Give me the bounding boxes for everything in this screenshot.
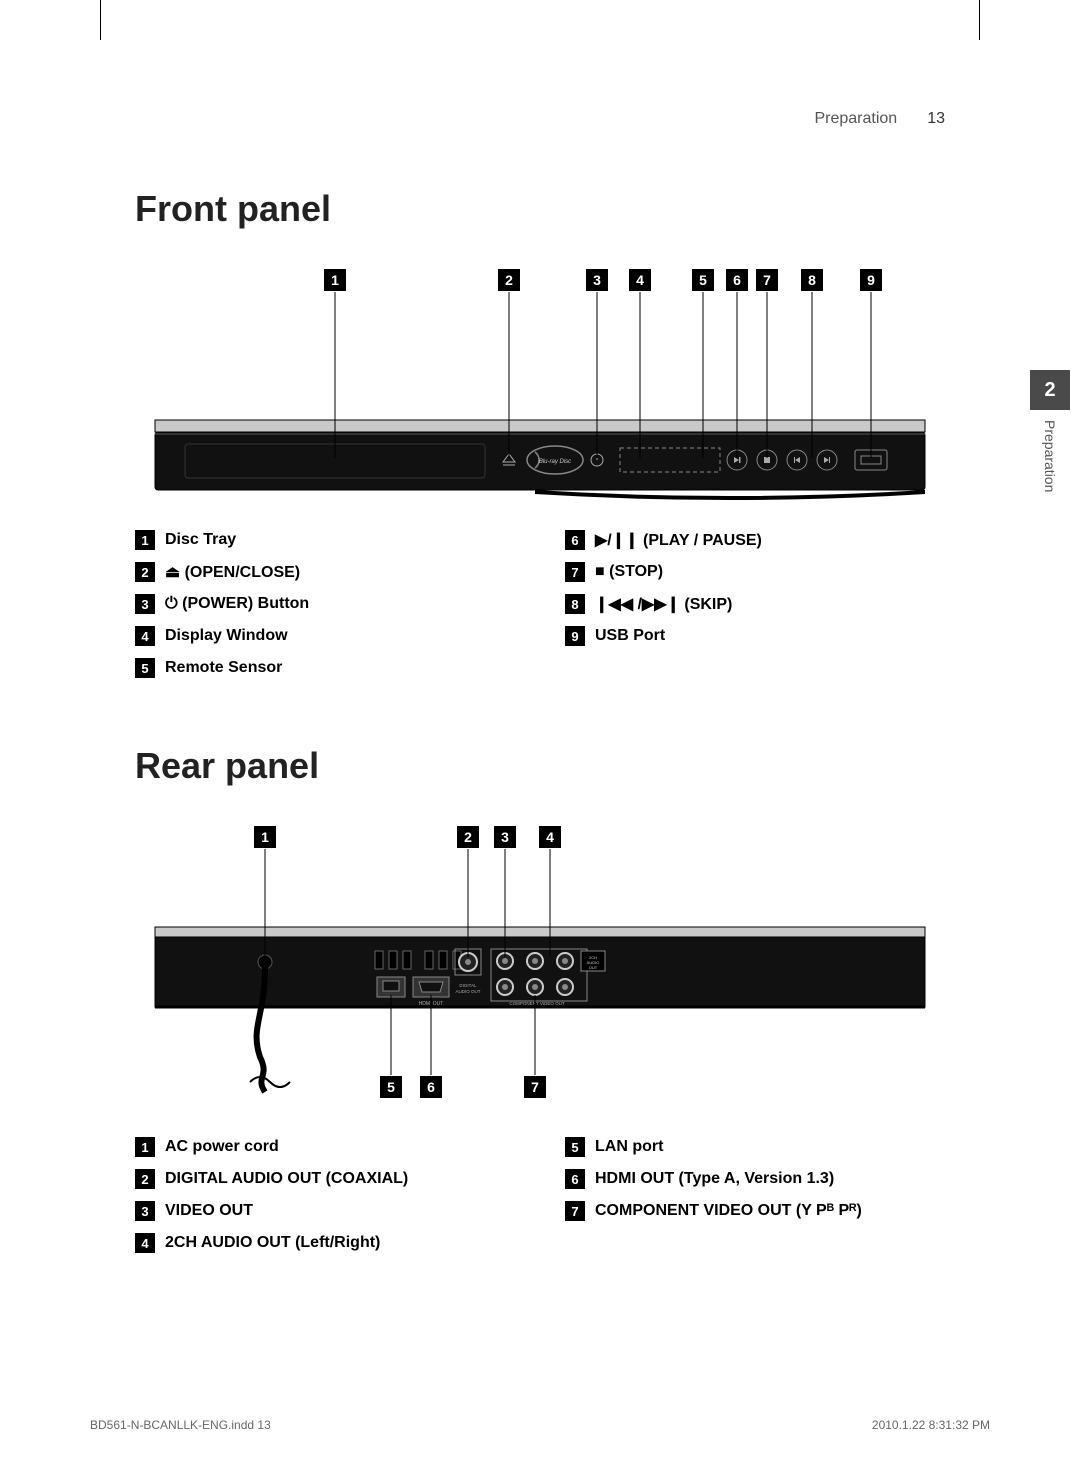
legend-label: Remote Sensor (165, 659, 282, 677)
legend-number-badge: 6 (565, 1169, 585, 1189)
legend-number-badge: 4 (135, 626, 155, 646)
legend-number-badge: 1 (135, 1137, 155, 1157)
rear-legend-right: 5 LAN port 6 HDMI OUT (Type A, Version 1.3)… (565, 1137, 945, 1265)
legend-item: 1 Disc Tray (135, 530, 515, 550)
legend-number-badge: 7 (565, 1201, 585, 1221)
legend-item: 8 ❙◀◀ /▶▶❙ (SKIP) (565, 594, 945, 614)
legend-label: ■ (STOP) (595, 563, 663, 581)
legend-number-badge: 5 (565, 1137, 585, 1157)
legend-label: ⏏ (OPEN/CLOSE) (165, 562, 300, 582)
legend-item: 5 Remote Sensor (135, 658, 515, 678)
page-number: 13 (927, 110, 945, 128)
rear-panel-diagram: HDMI OUTDIGITALAUDIO OUTCOMPONENT VIDEO … (135, 817, 945, 1117)
svg-text:1: 1 (261, 829, 269, 845)
svg-text:Blu-ray Disc: Blu-ray Disc (539, 459, 571, 465)
section-name: Preparation (814, 110, 897, 128)
legend-number-badge: 5 (135, 658, 155, 678)
front-panel-diagram: Blu-ray Disc 1 2 3 4 5 6 7 8 9 (135, 260, 945, 510)
front-legend-right: 6 ▶/❙❙ (PLAY / PAUSE) 7 ■ (STOP) 8 ❙◀◀ /▶▶❙ (… (565, 530, 945, 690)
legend-number-badge: 2 (135, 562, 155, 582)
legend-item: 3 VIDEO OUT (135, 1201, 515, 1221)
svg-text:2: 2 (464, 829, 472, 845)
legend-label: Disc Tray (165, 531, 236, 549)
legend-label: USB Port (595, 627, 665, 645)
front-panel-heading: Front panel (135, 188, 945, 230)
rear-panel-heading: Rear panel (135, 745, 945, 787)
svg-text:6: 6 (427, 1079, 435, 1095)
legend-item: 4 2CH AUDIO OUT (Left/Right) (135, 1233, 515, 1253)
side-tab: 2 Preparation (1020, 370, 1080, 492)
svg-text:4: 4 (636, 272, 644, 288)
legend-label: DIGITAL AUDIO OUT (COAXIAL) (165, 1170, 408, 1188)
legend-symbol-icon: ▶/❙❙ (595, 532, 643, 549)
front-legend: 1 Disc Tray 2 ⏏ (OPEN/CLOSE) 3 ⏻ (POWER) Butt… (135, 530, 945, 690)
legend-label: AC power cord (165, 1138, 279, 1156)
legend-number-badge: 3 (135, 594, 155, 614)
legend-symbol-icon: ■ (595, 563, 609, 580)
svg-text:OUT: OUT (589, 965, 598, 970)
legend-number-badge: 3 (135, 1201, 155, 1221)
svg-text:3: 3 (501, 829, 509, 845)
svg-text:2: 2 (505, 272, 513, 288)
tab-label: Preparation (1042, 420, 1058, 492)
legend-number-badge: 4 (135, 1233, 155, 1253)
footer: BD561-N-BCANLLK-ENG.indd 13 2010.1.22 8:… (90, 1418, 990, 1432)
legend-item: 1 AC power cord (135, 1137, 515, 1157)
legend-item: 9 USB Port (565, 626, 945, 646)
svg-text:5: 5 (699, 272, 707, 288)
legend-number-badge: 9 (565, 626, 585, 646)
rear-legend: 1 AC power cord 2 DIGITAL AUDIO OUT (COAXIA… (135, 1137, 945, 1265)
legend-label: LAN port (595, 1138, 663, 1156)
legend-label: ▶/❙❙ (PLAY / PAUSE) (595, 530, 762, 550)
legend-label: HDMI OUT (Type A, Version 1.3) (595, 1170, 834, 1188)
front-legend-left: 1 Disc Tray 2 ⏏ (OPEN/CLOSE) 3 ⏻ (POWER) Butt… (135, 530, 515, 690)
content-area: Preparation 13 2 Preparation Front panel… (135, 110, 945, 1402)
legend-number-badge: 2 (135, 1169, 155, 1189)
page-header: Preparation 13 (135, 110, 945, 128)
legend-item: 4 Display Window (135, 626, 515, 646)
legend-number-badge: 6 (565, 530, 585, 550)
legend-symbol-icon: ⏻ (165, 595, 182, 612)
legend-number-badge: 7 (565, 562, 585, 582)
legend-label: ⏻ (POWER) Button (165, 595, 309, 613)
svg-text:8: 8 (808, 272, 816, 288)
legend-label: COMPONENT VIDEO OUT (Y Pᴮ Pᴿ) (595, 1202, 862, 1220)
svg-text:3: 3 (593, 272, 601, 288)
legend-item: 7 COMPONENT VIDEO OUT (Y Pᴮ Pᴿ) (565, 1201, 945, 1221)
rear-legend-left: 1 AC power cord 2 DIGITAL AUDIO OUT (COAXIA… (135, 1137, 515, 1265)
legend-label: ❙◀◀ /▶▶❙ (SKIP) (595, 594, 732, 614)
svg-text:7: 7 (531, 1079, 539, 1095)
svg-text:5: 5 (387, 1079, 395, 1095)
svg-text:AUDIO OUT: AUDIO OUT (455, 989, 480, 994)
legend-item: 5 LAN port (565, 1137, 945, 1157)
legend-item: 3 ⏻ (POWER) Button (135, 594, 515, 614)
legend-symbol-icon: ❙◀◀ /▶▶❙ (595, 596, 684, 613)
footer-file: BD561-N-BCANLLK-ENG.indd 13 (90, 1418, 271, 1432)
legend-label: VIDEO OUT (165, 1202, 253, 1220)
legend-number-badge: 1 (135, 530, 155, 550)
svg-text:4: 4 (546, 829, 554, 845)
legend-item: 6 ▶/❙❙ (PLAY / PAUSE) (565, 530, 945, 550)
legend-symbol-icon: ⏏ (165, 564, 185, 581)
svg-text:1: 1 (331, 272, 339, 288)
crop-mark-left (100, 0, 101, 40)
legend-label: 2CH AUDIO OUT (Left/Right) (165, 1234, 380, 1252)
tab-number: 2 (1030, 370, 1070, 410)
svg-text:7: 7 (763, 272, 771, 288)
legend-number-badge: 8 (565, 594, 585, 614)
crop-mark-right (979, 0, 980, 40)
footer-timestamp: 2010.1.22 8:31:32 PM (872, 1418, 990, 1432)
legend-item: 2 DIGITAL AUDIO OUT (COAXIAL) (135, 1169, 515, 1189)
svg-text:6: 6 (733, 272, 741, 288)
legend-item: 6 HDMI OUT (Type A, Version 1.3) (565, 1169, 945, 1189)
svg-text:9: 9 (867, 272, 875, 288)
legend-item: 7 ■ (STOP) (565, 562, 945, 582)
svg-text:DIGITAL: DIGITAL (459, 983, 477, 988)
svg-text:COMPONENT VIDEO OUT: COMPONENT VIDEO OUT (509, 1001, 564, 1006)
legend-label: Display Window (165, 627, 288, 645)
page: Preparation 13 2 Preparation Front panel… (0, 0, 1080, 1472)
legend-item: 2 ⏏ (OPEN/CLOSE) (135, 562, 515, 582)
